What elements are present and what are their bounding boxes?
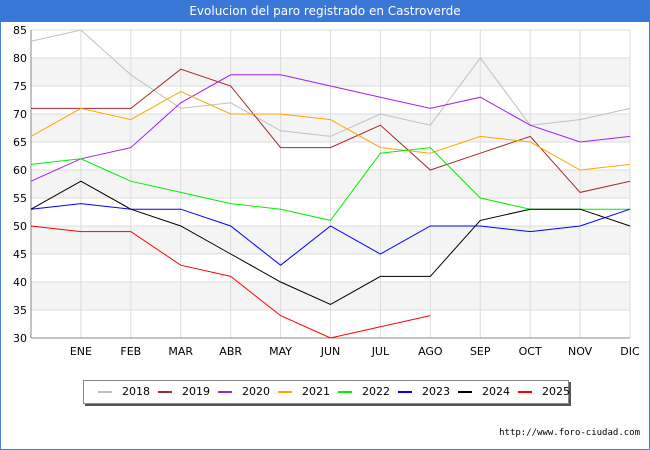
y-tick-label: 50 [13,220,27,233]
chart-legend: 2018 2019 2020 2021 2022 2023 2024 2025 [83,380,570,404]
legend-label: 2024 [482,385,510,398]
legend-swatch [458,391,472,393]
y-tick-label: 65 [13,136,27,149]
legend-swatch [338,391,352,393]
x-tick-label: AGO [418,345,443,358]
y-tick-label: 30 [13,332,27,345]
legend-label: 2018 [122,385,150,398]
y-tick-label: 60 [13,164,27,177]
x-tick-label: JUL [371,345,390,358]
x-tick-label: OCT [519,345,542,358]
x-tick-label: NOV [568,345,593,358]
series-line-2025 [30,225,431,339]
x-tick-label: ABR [219,345,242,358]
x-tick-label: ENE [70,345,92,358]
x-tick-label: FEB [120,345,141,358]
chart-title: Evolucion del paro registrado en Castrov… [189,4,461,18]
y-tick-label: 40 [13,276,27,289]
series-line-2019 [31,68,631,193]
legend-label: 2019 [182,385,210,398]
series-line-2021 [30,91,631,171]
series-line-2020 [30,74,631,182]
legend-swatch [98,391,112,393]
y-tick-label: 45 [13,248,27,261]
y-tick-label: 85 [13,24,27,37]
source-url: http://www.foro-ciudad.com [499,428,640,438]
y-tick-label: 75 [13,80,27,93]
y-tick-label: 80 [13,52,27,65]
x-tick-label: DIC [620,345,640,358]
x-tick-label: MAY [269,345,292,358]
x-tick-label: JUN [320,345,341,358]
legend-swatch [398,391,412,393]
x-tick-label: SEP [470,345,491,358]
y-tick-label: 70 [13,108,27,121]
y-tick-label: 35 [13,304,27,317]
x-tick-label: MAR [168,345,193,358]
legend-swatch [518,391,532,393]
series-line-2024 [30,180,631,305]
legend-swatch [278,391,292,393]
legend-label: 2020 [242,385,270,398]
legend-label: 2021 [302,385,330,398]
legend-label: 2025 [542,385,570,398]
legend-swatch [158,391,172,393]
legend-swatch [218,391,232,393]
y-tick-label: 55 [13,192,27,205]
legend-label: 2023 [422,385,450,398]
title-bar [0,0,650,22]
legend-label: 2022 [362,385,390,398]
